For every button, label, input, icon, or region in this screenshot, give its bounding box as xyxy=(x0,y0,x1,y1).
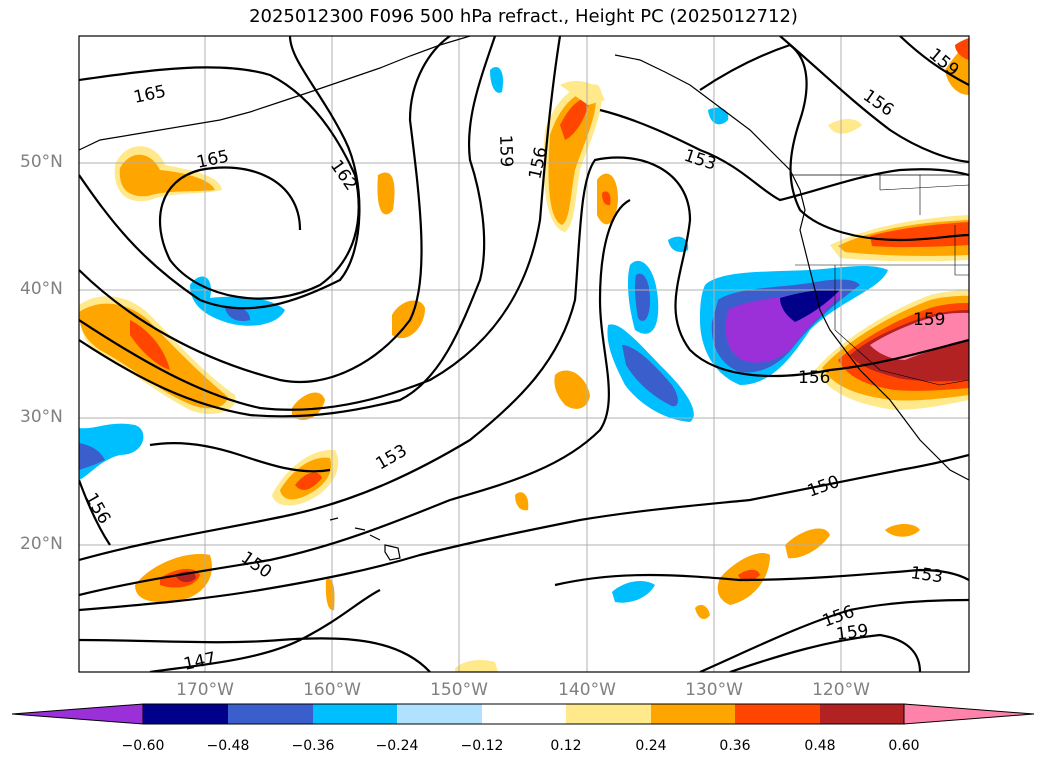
anomaly-region xyxy=(79,443,105,470)
colorbar xyxy=(11,703,1035,725)
anomaly-region xyxy=(295,472,322,490)
anomaly-region xyxy=(708,107,729,125)
contour-label: 156 xyxy=(798,368,830,388)
anomaly-region xyxy=(634,273,650,321)
colorbar-tick-label: 0.24 xyxy=(635,738,667,754)
anomaly-region xyxy=(955,38,969,60)
height-contours xyxy=(79,36,969,672)
lon-label: 170°W xyxy=(176,680,234,700)
anomaly-region xyxy=(560,98,590,140)
colorbar-tick-label: 0.36 xyxy=(719,738,751,754)
lon-label: 150°W xyxy=(430,680,488,700)
anomaly-region xyxy=(325,578,335,611)
anomaly-region xyxy=(828,118,862,134)
contour-label: 165 xyxy=(195,147,231,173)
colorbar-tick-label: −0.36 xyxy=(291,738,335,754)
lon-label: 120°W xyxy=(812,680,870,700)
colorbar-tick-label: 0.60 xyxy=(888,738,920,754)
anomaly-region xyxy=(560,80,605,105)
contour-label: 150 xyxy=(805,472,842,502)
anomaly-region xyxy=(225,307,250,322)
lat-label: 30°N xyxy=(20,407,63,427)
colorbar-tick-label: −0.24 xyxy=(375,738,419,754)
lat-label: 20°N xyxy=(20,534,63,554)
anomaly-region xyxy=(785,528,830,559)
lat-label: 50°N xyxy=(20,152,63,172)
colorbar-tick-label: −0.60 xyxy=(121,738,165,754)
colorbar-bin xyxy=(313,704,397,724)
graticule xyxy=(79,36,969,672)
colorbar-bin xyxy=(651,704,735,724)
contour-label: 162 xyxy=(326,156,361,194)
anomaly-region xyxy=(738,569,760,582)
colorbar-bin xyxy=(735,704,820,724)
colorbar-min-extension xyxy=(11,703,144,725)
lon-label: 140°W xyxy=(558,680,616,700)
contour-label: 156 xyxy=(859,86,897,121)
contour-label: 153 xyxy=(909,563,944,587)
anomaly-region xyxy=(780,289,840,322)
anomaly-region xyxy=(695,604,710,620)
anomaly-region xyxy=(292,392,325,420)
coastlines xyxy=(79,36,969,561)
anomaly-region xyxy=(490,66,504,93)
lat-label: 40°N xyxy=(20,279,63,299)
anomaly-region xyxy=(612,580,655,603)
colorbar-tick-label: −0.48 xyxy=(206,738,250,754)
anomaly-region xyxy=(377,172,395,215)
anomaly-region xyxy=(622,345,678,407)
colorbar-max-extension xyxy=(903,703,1035,725)
colorbar-bin xyxy=(820,704,904,724)
colorbar-bin xyxy=(566,704,651,724)
lon-label: 160°W xyxy=(303,680,361,700)
contour-label: 153 xyxy=(373,441,411,475)
contour-label: 159 xyxy=(495,134,516,167)
anomaly-region xyxy=(668,236,689,252)
map-title: 2025012300 F096 500 hPa refract., Height… xyxy=(249,6,798,27)
anomaly-region xyxy=(130,320,170,370)
anomaly-region xyxy=(515,492,529,511)
colorbar-bin xyxy=(228,704,313,724)
colorbar-tick-label: −0.12 xyxy=(460,738,504,754)
anomaly-region xyxy=(190,276,285,326)
colorbar-tick-label: 0.12 xyxy=(550,738,582,754)
contour-label: 165 xyxy=(132,82,168,108)
anomaly-region xyxy=(602,191,611,206)
contour-label: 159 xyxy=(835,621,870,645)
lon-label: 130°W xyxy=(685,680,743,700)
contour-label: 147 xyxy=(182,649,218,675)
anomaly-region xyxy=(885,524,920,537)
anomaly-region xyxy=(455,660,498,672)
anomaly-region xyxy=(554,370,590,409)
anomaly-region xyxy=(870,312,969,360)
colorbar-bin xyxy=(397,704,482,724)
contour-label: 159 xyxy=(913,310,945,330)
contour-label: 150 xyxy=(237,548,275,583)
contour-label: 153 xyxy=(681,146,718,175)
anomaly-region xyxy=(392,300,425,339)
anomaly-region xyxy=(79,423,144,480)
colorbar-tick-label: 0.48 xyxy=(804,738,836,754)
anomaly-region xyxy=(119,154,215,197)
colorbar-bin xyxy=(143,704,228,724)
map-frame xyxy=(78,35,970,673)
colorbar-bin xyxy=(482,704,566,724)
